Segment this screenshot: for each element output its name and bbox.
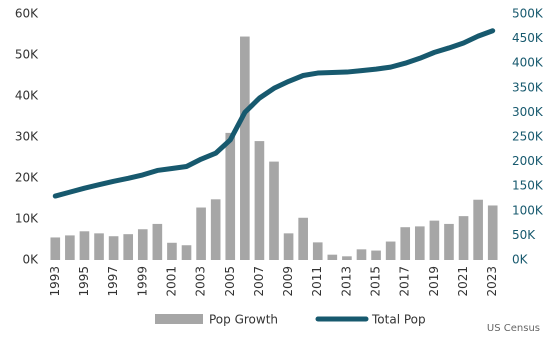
bar xyxy=(181,245,192,260)
bar xyxy=(79,231,90,260)
y-tick-label: 20K xyxy=(15,171,39,185)
bar xyxy=(458,216,469,260)
bar xyxy=(312,242,323,260)
x-tick-label: 2005 xyxy=(223,266,237,297)
bar xyxy=(269,161,279,260)
bar xyxy=(385,241,396,260)
x-tick-label: 2021 xyxy=(456,266,470,297)
y2-tick-label: 400K xyxy=(512,56,544,70)
bar xyxy=(327,254,338,260)
bar xyxy=(400,227,411,260)
bar xyxy=(65,235,75,260)
y2-tick-label: 500K xyxy=(512,7,544,21)
bar xyxy=(429,220,440,260)
y-tick-label: 40K xyxy=(15,89,39,103)
bar xyxy=(167,242,177,260)
legend-label: Total Pop xyxy=(371,313,426,327)
y-tick-label: 10K xyxy=(15,212,39,226)
x-tick-label: 1997 xyxy=(106,266,120,297)
y2-tick-label: 150K xyxy=(512,179,544,193)
bar xyxy=(283,233,294,260)
bar xyxy=(342,256,352,260)
bar xyxy=(196,207,206,260)
y2-tick-label: 350K xyxy=(512,80,544,94)
x-tick-label: 2003 xyxy=(194,266,208,297)
y-tick-label: 50K xyxy=(15,48,39,62)
y-tick-label: 60K xyxy=(15,7,39,21)
bar xyxy=(444,223,454,260)
x-tick-label: 2001 xyxy=(164,266,178,297)
x-tick-label: 2007 xyxy=(252,266,266,297)
bar xyxy=(240,36,250,260)
legend-label: Pop Growth xyxy=(209,313,278,327)
legend-swatch xyxy=(155,314,203,324)
y2-tick-label: 200K xyxy=(512,154,544,168)
bar xyxy=(254,141,265,260)
bar xyxy=(50,237,61,260)
bar xyxy=(414,226,425,260)
y2-tick-label: 300K xyxy=(512,105,544,119)
source: US Census xyxy=(487,323,540,334)
y2-tick-label: 0K xyxy=(512,253,529,267)
y2-tick-label: 50K xyxy=(512,228,536,242)
bar xyxy=(108,236,119,260)
bar xyxy=(487,205,498,260)
line xyxy=(52,28,496,199)
bar xyxy=(123,234,134,260)
bar xyxy=(94,233,104,260)
y-tick-label: 30K xyxy=(15,130,39,144)
bar xyxy=(298,217,308,260)
x-tick-label: 1993 xyxy=(48,266,62,297)
x-tick-label: 2017 xyxy=(398,266,412,297)
x-tick-label: 2015 xyxy=(369,266,383,297)
y-tick-label: 0K xyxy=(22,253,39,267)
y2-tick-label: 450K xyxy=(512,31,544,45)
x-tick-label: 2013 xyxy=(339,266,353,297)
bar xyxy=(473,199,483,260)
bar xyxy=(225,132,236,260)
bar xyxy=(210,199,221,260)
bar xyxy=(152,223,163,260)
x-tick-label: 1995 xyxy=(77,266,91,297)
x-tick-label: 2011 xyxy=(310,266,324,297)
bar xyxy=(137,229,148,260)
y2-tick-label: 100K xyxy=(512,203,544,217)
y2-tick-label: 250K xyxy=(512,130,544,144)
x-tick-label: 2009 xyxy=(281,266,295,297)
bar xyxy=(356,249,367,260)
x-tick-label: 2023 xyxy=(485,266,499,297)
x-tick-label: 1999 xyxy=(135,266,149,297)
x-tick-label: 2019 xyxy=(427,266,441,297)
bar xyxy=(371,250,381,260)
